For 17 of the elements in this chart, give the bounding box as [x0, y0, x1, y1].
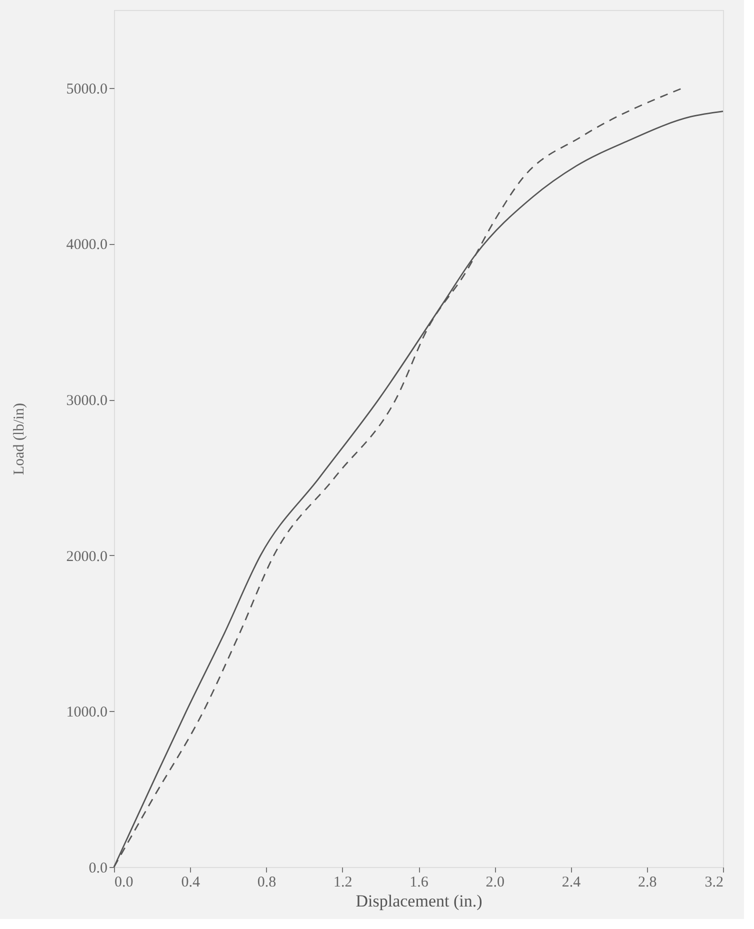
- y-tick-label: 4000.0: [66, 237, 108, 254]
- x-tick-label: 0.8: [257, 874, 276, 890]
- x-tick-label: 2.4: [562, 874, 582, 890]
- x-tick-label: 1.6: [410, 874, 429, 890]
- x-tick-label: 2.8: [638, 874, 657, 890]
- x-tick-label: 1.2: [334, 874, 352, 890]
- x-tick-label: 0.0: [114, 874, 134, 890]
- y-axis-title: Load (lb/in): [11, 402, 28, 476]
- y-tick-label: 5000.0: [66, 81, 108, 98]
- x-tick-label: 3.2: [704, 874, 724, 890]
- y-tick-label: 0.0: [88, 860, 108, 876]
- x-tick-label: 0.4: [181, 874, 200, 890]
- y-tick-label: 1000.0: [66, 704, 108, 721]
- x-axis-title: Displacement (in.): [356, 892, 482, 910]
- x-tick-label: 2.0: [486, 874, 504, 890]
- y-tick-label: 3000.0: [66, 393, 108, 410]
- y-tick-label: 2000.0: [66, 548, 108, 565]
